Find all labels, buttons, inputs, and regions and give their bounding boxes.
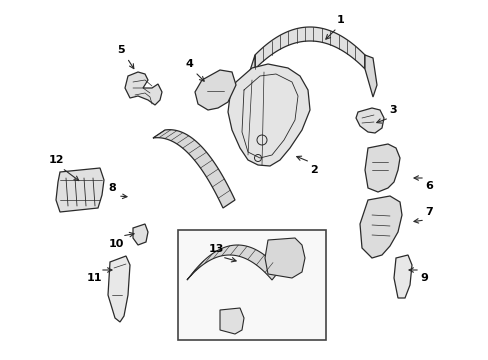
- Text: 1: 1: [336, 15, 344, 25]
- Polygon shape: [108, 256, 130, 322]
- Polygon shape: [56, 168, 104, 212]
- Text: 13: 13: [208, 244, 223, 254]
- Polygon shape: [393, 255, 411, 298]
- Polygon shape: [254, 27, 364, 69]
- Polygon shape: [371, 152, 389, 184]
- Text: 3: 3: [388, 105, 396, 115]
- Polygon shape: [246, 55, 254, 91]
- Polygon shape: [371, 204, 393, 250]
- Text: 7: 7: [424, 207, 432, 217]
- Text: 9: 9: [419, 273, 427, 283]
- Text: 4: 4: [184, 59, 193, 69]
- Polygon shape: [153, 130, 235, 208]
- Text: 6: 6: [424, 181, 432, 191]
- Polygon shape: [186, 245, 280, 280]
- Polygon shape: [125, 72, 162, 105]
- Polygon shape: [364, 144, 399, 192]
- Text: 2: 2: [309, 165, 317, 175]
- Polygon shape: [195, 70, 236, 110]
- Polygon shape: [364, 55, 376, 97]
- Text: 11: 11: [86, 273, 102, 283]
- Polygon shape: [220, 308, 244, 334]
- Text: 12: 12: [48, 155, 63, 165]
- Polygon shape: [227, 64, 309, 166]
- Text: 5: 5: [117, 45, 124, 55]
- Polygon shape: [206, 78, 225, 103]
- Polygon shape: [355, 108, 383, 133]
- Text: 10: 10: [108, 239, 123, 249]
- Polygon shape: [264, 238, 305, 278]
- Text: 8: 8: [108, 183, 116, 193]
- Polygon shape: [359, 196, 401, 258]
- Bar: [178, 230, 325, 340]
- Polygon shape: [133, 224, 148, 245]
